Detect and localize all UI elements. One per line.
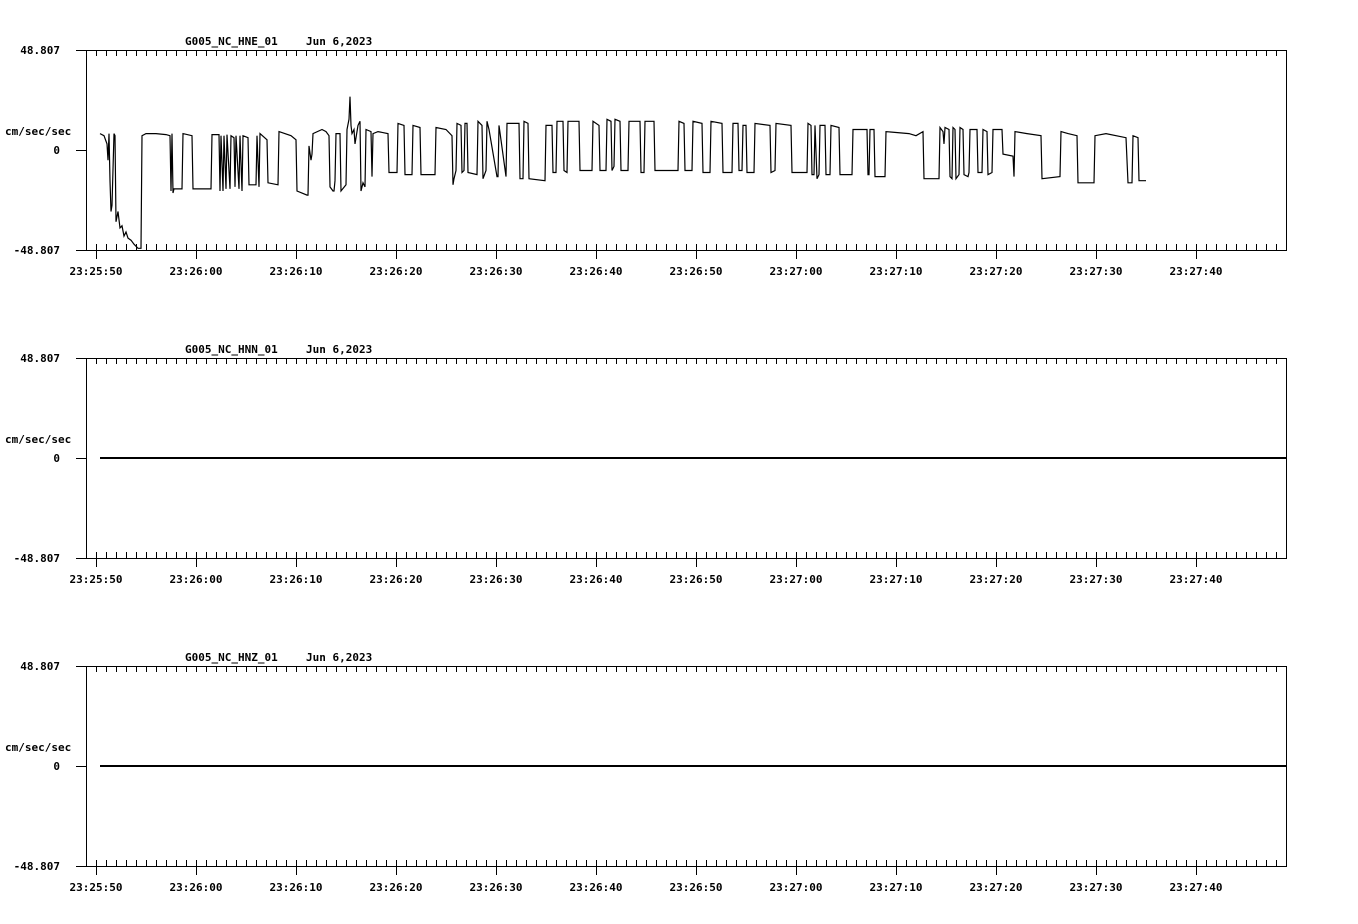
x-tick-label: 23:26:40 xyxy=(570,573,623,586)
channel-title: G005_NC_HNZ_01 xyxy=(185,651,278,664)
y-tick-label: 48.807 xyxy=(20,660,60,673)
waveform-trace xyxy=(99,96,1146,249)
x-tick-label: 23:27:40 xyxy=(1170,881,1223,894)
x-tick-label: 23:27:20 xyxy=(970,573,1023,586)
x-tick-label: 23:26:40 xyxy=(570,881,623,894)
x-tick-label: 23:25:50 xyxy=(70,881,123,894)
channel-title: G005_NC_HNN_01 xyxy=(185,343,278,356)
x-tick-label: 23:27:00 xyxy=(770,573,823,586)
x-tick-label: 23:27:20 xyxy=(970,265,1023,278)
x-tick-label: 23:26:30 xyxy=(470,573,523,586)
x-tick-label: 23:26:10 xyxy=(270,265,323,278)
x-tick-label: 23:26:00 xyxy=(170,265,223,278)
y-tick-label: 0 xyxy=(53,760,60,773)
x-tick-label: 23:27:00 xyxy=(770,265,823,278)
panel-hne: G005_NC_HNE_01 Jun 6,2023 48.807 0 -48.807 cm… xyxy=(5,35,1287,278)
x-tick-label: 23:26:30 xyxy=(470,265,523,278)
plot-date: Jun 6,2023 xyxy=(306,35,372,48)
x-tick-label: 23:26:40 xyxy=(570,265,623,278)
x-tick-label: 23:26:10 xyxy=(270,881,323,894)
panel-hnz: G005_NC_HNZ_01 Jun 6,2023 48.807 0 -48.807 cm… xyxy=(5,651,1287,894)
y-tick-label: -48.807 xyxy=(14,244,60,257)
y-tick-label: -48.807 xyxy=(14,860,60,873)
y-tick-label: -48.807 xyxy=(14,552,60,565)
x-tick-label: 23:26:20 xyxy=(370,881,423,894)
x-tick-label: 23:27:30 xyxy=(1070,573,1123,586)
x-tick-label: 23:26:10 xyxy=(270,573,323,586)
x-tick-label: 23:27:20 xyxy=(970,881,1023,894)
y-axis-unit: cm/sec/sec xyxy=(5,433,71,446)
x-tick-label: 23:26:20 xyxy=(370,265,423,278)
y-axis-unit: cm/sec/sec xyxy=(5,125,71,138)
plot-date: Jun 6,2023 xyxy=(306,651,372,664)
panel-hnn: G005_NC_HNN_01 Jun 6,2023 48.807 0 -48.807 cm… xyxy=(5,343,1287,586)
x-tick-label: 23:26:20 xyxy=(370,573,423,586)
x-tick-label: 23:27:00 xyxy=(770,881,823,894)
x-tick-label: 23:27:10 xyxy=(870,265,923,278)
x-tick-label: 23:26:30 xyxy=(470,881,523,894)
x-tick-label: 23:25:50 xyxy=(70,265,123,278)
x-tick-label: 23:26:50 xyxy=(670,265,723,278)
y-tick-label: 48.807 xyxy=(20,44,60,57)
x-tick-label: 23:27:40 xyxy=(1170,265,1223,278)
x-tick-label: 23:25:50 xyxy=(70,573,123,586)
x-tick-label: 23:27:30 xyxy=(1070,881,1123,894)
x-tick-label: 23:26:50 xyxy=(670,573,723,586)
x-tick-label: 23:27:40 xyxy=(1170,573,1223,586)
x-tick-label: 23:27:10 xyxy=(870,881,923,894)
channel-title: G005_NC_HNE_01 xyxy=(185,35,278,48)
x-tick-label: 23:26:00 xyxy=(170,881,223,894)
x-tick-label: 23:26:50 xyxy=(670,881,723,894)
y-tick-label: 48.807 xyxy=(20,352,60,365)
y-axis-unit: cm/sec/sec xyxy=(5,741,71,754)
plot-frame xyxy=(86,50,1287,251)
y-tick-label: 0 xyxy=(53,452,60,465)
x-tick-label: 23:27:30 xyxy=(1070,265,1123,278)
plot-date: Jun 6,2023 xyxy=(306,343,372,356)
y-tick-label: 0 xyxy=(53,144,60,157)
x-tick-label: 23:27:10 xyxy=(870,573,923,586)
x-tick-label: 23:26:00 xyxy=(170,573,223,586)
